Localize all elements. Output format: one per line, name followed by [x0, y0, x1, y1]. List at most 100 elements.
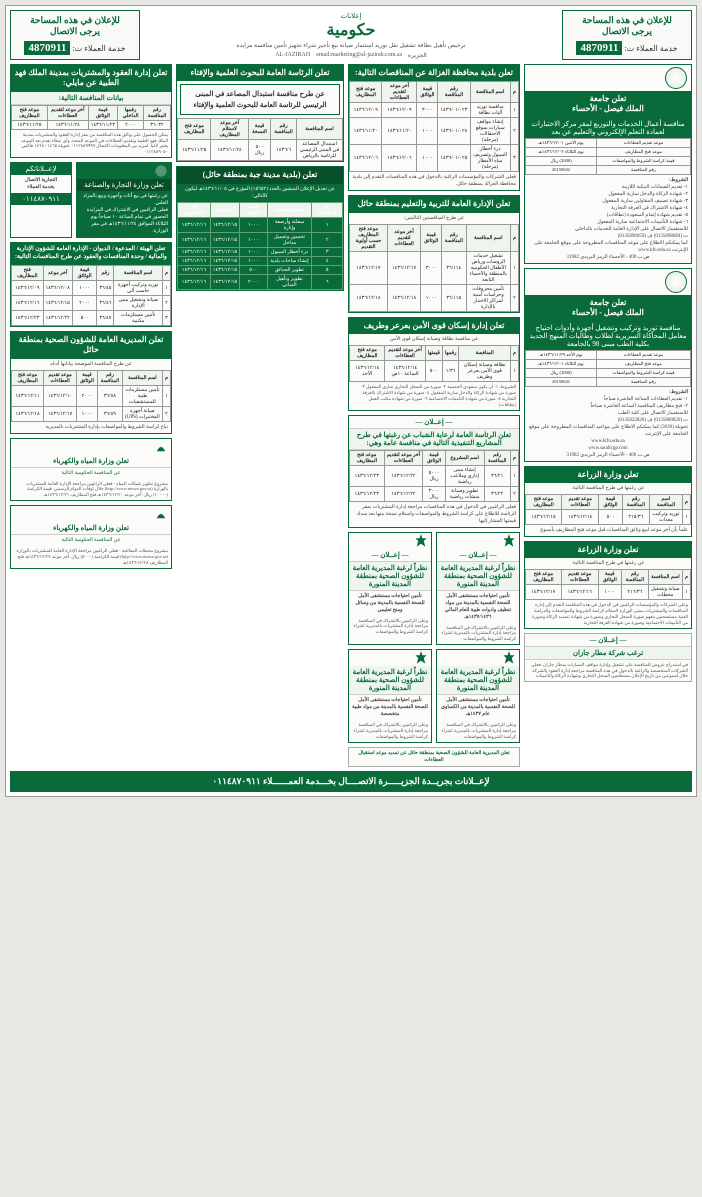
kfu-seal-icon	[665, 67, 687, 89]
aqwah-title: تعلن إدارة العقود والمشتريات بمدينة المل…	[11, 65, 171, 92]
moh-a-title: نظراً لرغبة المديرية العامة للشؤون الصحي…	[437, 562, 519, 591]
agri1-sub: عن رغبتها في طرح المنافسة التالية:	[525, 483, 691, 494]
moci-body: عن رغبتها في بيع أثاث وأجهزة وبيع بالمزا…	[77, 191, 171, 237]
mowe2-title: تعلن وزارة المياه والكهرباء	[11, 522, 171, 535]
matar-pre: — إعــلان —	[525, 634, 691, 647]
mowe-1-block: تعلن وزارة المياه والكهرباء عن المنافسة …	[10, 438, 172, 502]
mowe-emblem-icon-2	[154, 507, 168, 521]
jubbah-block: تعلن (بلدية مدينة جبة بمنطقة حائل) عن تع…	[176, 166, 344, 290]
mowe-emblem-icon	[154, 440, 168, 454]
hail-health-block: تعلن المديرية العامة للشؤون الصحية بمنطق…	[10, 331, 172, 434]
moh-a: — إعــلان — نظراً لرغبة المديرية العامة …	[436, 532, 520, 646]
moci-title: تعلن وزارة التجارة والصناعة	[77, 179, 171, 191]
aqwah-box1: بيانات المنافسة التالية:	[11, 92, 171, 105]
email-link[interactable]: email:marketing@al-jazirah.com.sa	[316, 52, 402, 59]
brand-en: AL-JAZIRAH	[275, 52, 310, 59]
tagline: ترخيص تأهيل نظافة تشغيل نقل توريد استثما…	[144, 42, 558, 49]
moh-pre-2: — إعــلان —	[349, 549, 431, 562]
hail-health-table: ماسم المنافسةرقم المنافسةقيمة الوثائقموع…	[11, 370, 171, 422]
contact-tel[interactable]: ٠١١٤٨٧٠٩١١	[11, 193, 71, 205]
youth-note: فعلى الراغبين في الدخول في هذه المنافسات…	[349, 502, 519, 527]
kfu1-cond-4: ٤- شهادة الاشتراك في الغرفة التجارية	[528, 205, 688, 212]
youth-block: — إعــلان — تعلن الرئاسة العامة لرعاية ا…	[348, 415, 520, 528]
hail-edu-block: تعلن الإدارة العامة للتربية والتعليم بمن…	[348, 195, 520, 312]
kfu1-cond-title: الشروط:	[669, 178, 688, 183]
moh-emblem-icon	[502, 534, 516, 548]
footer-text: لإعــلانات بجريــدة الجزيـــــرة الاتصــ…	[212, 776, 489, 786]
moh-b: — إعــلان — نظراً لرغبة المديرية العامة …	[348, 532, 432, 646]
youth-title: تعلن الرئاسة العامة لرعاية الشباب عن رغب…	[349, 429, 519, 450]
agri1-title: تعلن وزارة الزراعة	[525, 467, 691, 483]
ad-svc-label: خدمة العملاء ت:	[624, 44, 677, 53]
ad-line1-l: للإعلان في هذه المساحة	[17, 15, 133, 26]
kfu1-po: ص.ب 400 - الأحساء الرمز البريدي 31982	[528, 254, 688, 261]
masthead-center: إعلانات حكومية ترخيص تأهيل نظافة تشغيل ن…	[144, 12, 558, 59]
kfu1-cond-5: ٥- تقديم شهادة إتمام السعودة (نطاقات)	[528, 212, 688, 219]
moh-emblem-icon-3	[502, 651, 516, 665]
contact-l1: لإعــلاناتكم	[11, 163, 71, 175]
kfu2-note2: تحويلة (3030) كما يمكنكم الاطلاع على موا…	[528, 424, 688, 438]
kfu1-note: كما يمكنكم الاطلاع على موعد المنافسات ال…	[528, 240, 688, 254]
youth-pre: — إعــلان —	[349, 416, 519, 429]
arar-sub: عن منافسة نظافة وصيانة إسكان قوى الأمن	[349, 334, 519, 345]
kfu2-cond-1: ١- تقديم العطاءات الساعة العاشرة صباحاً	[528, 396, 688, 403]
moh-a-sub: تأمين احتياجات مستشفى الأمل للصحة النفسي…	[437, 591, 519, 623]
kfu1-title: تعلن جامعة	[590, 94, 627, 103]
moh-emblem-icon-2	[414, 534, 428, 548]
kfu2-portal[interactable]: www.saudicgp.com	[528, 445, 688, 452]
ad-slot-right: للإعلان في هذه المساحة يرجى الاتصال خدمة…	[562, 10, 692, 60]
arar-block: تعلن إدارة إسكان قوى الأمن بعرعر وطريف ع…	[348, 317, 520, 411]
hail-health-sub: عن طرح المنافسة الموضحة بياناتها أدناه	[11, 359, 171, 370]
hail-edu-sub: عن طرح المنافستين التاليتين:	[349, 213, 519, 224]
footer-bar: لإعــلانات بجريــدة الجزيـــــرة الاتصــ…	[10, 771, 692, 792]
aqwah-table: رقم المنافسةرقمها الداخليقيمة الوثائقآخر…	[11, 105, 171, 130]
moh-c: نظراً لرغبة المديرية العامة للشؤون الصحي…	[436, 649, 520, 743]
ad-slot-left: للإعلان في هذه المساحة يرجى الاتصال خدمة…	[10, 10, 140, 60]
jubbah-table: رقم المناقصةاسم المناقصةقيمة الوثائقآخر …	[177, 202, 343, 290]
gov-pre: إعلانات	[144, 12, 558, 20]
moci-emblem-icon	[154, 164, 168, 178]
kfu2-po: ص.ب 400 - الأحساء الرمز البريدي 31982	[528, 452, 688, 459]
ad-line2: يرجى الاتصال	[569, 26, 685, 37]
mowe1-sub: عن المنافسة الحكومية التالية	[11, 468, 171, 479]
moh-c-title: نظراً لرغبة المديرية العامة للشؤون الصحي…	[437, 666, 519, 695]
agri-tender-2: تعلن وزارة الزراعة عن رغبتها في طرح المن…	[524, 541, 692, 629]
ghazala-note: فعلى الشركات والمؤسسات الراغبة بالدخول ف…	[349, 172, 519, 190]
ifta-tender: عن طرح منافسة استبدال المصاعد في المبنى …	[180, 84, 340, 115]
ad-phone-l: 4870911	[24, 41, 70, 55]
kfu1-cond-3: ٣- شهادة تصنيف المقاولين سارية المفعول	[528, 198, 688, 205]
kfu2-contact: للاستفسار الاتصال على كلية الطب	[528, 410, 688, 417]
agri2-sub: عن رغبتها في طرح المنافسة التالية:	[525, 558, 691, 569]
kfu2-phones: ت (0135800820) ف (0135822820)	[528, 417, 688, 424]
ad-svc-label-l: خدمة العملاء ت:	[72, 44, 125, 53]
kfu1-cond-6: ٦- شهادة التأمينات الاجتماعية سارية المف…	[528, 219, 688, 226]
kfu1-contact: للاستفسار الاتصال على الإدارة العامة للخ…	[528, 226, 688, 233]
hail-health-note: تباع كراسة الشروط والمواصفات بإدارة المش…	[11, 422, 171, 433]
diwan-table: ماسم المنافسةرقمقيمة الوثائقآخر موعدفتح …	[11, 265, 171, 326]
kfu2-tender: منافسة توريد وتركيب وتشغيل أجهزة وأدوات …	[525, 322, 691, 350]
matar-jazan: — إعــلان — ترغب شركة مطار جازان في استد…	[524, 633, 692, 683]
hail-edu-table: ماسم المنافسةرقم المنافسةقيمة الوثائقآخر…	[349, 224, 519, 312]
kfu1-cond-2: ٢- شهادة الزكاة والدخل سارية المفعول	[528, 191, 688, 198]
agri2-note: وعلى الشركات والمؤسسات الراغبين في الدخو…	[525, 600, 691, 627]
contact-l2: التجارية الاتصال	[25, 178, 57, 183]
moh-d-note: وعلى الراغبين بالاشتراك في المنافسة مراج…	[349, 720, 431, 742]
matar-sub: ترغب شركة مطار جازان	[525, 647, 691, 660]
kfu1-cond-1: ١- تقديم الضمانات البنكية اللازمة	[528, 184, 688, 191]
agri1-note: علماً بأن آخر موعد لبيع وثائق المنافسات …	[525, 525, 691, 536]
kfu2-sub: الملك فيصل - الأحساء	[572, 308, 644, 317]
arar-table: مالمنافسةرقمهاقيمتهاآخر موعد لتقديم العط…	[349, 345, 519, 382]
moh-b-title: نظراً لرغبة المديرية العامة للشؤون الصحي…	[349, 562, 431, 591]
jubbah-title: تعلن (بلدية مدينة جبة بمنطقة حائل)	[177, 167, 343, 183]
gov-title: حكومية	[144, 20, 558, 40]
kfu2-title: تعلن جامعة	[590, 298, 627, 307]
ghazala-table: ماسم المناقصةرقم المناقصةقيمة الوثائقآخر…	[349, 81, 519, 172]
moh-b-sub: تأمين احتياجات مستشفى الأمل للصحة النفسي…	[349, 591, 431, 616]
kfu2-site[interactable]: www.Kfu.edu.sa	[528, 438, 688, 445]
agri-tender-1: تعلن وزارة الزراعة عن رغبتها في طرح المن…	[524, 466, 692, 537]
mowe1-title: تعلن وزارة المياه والكهرباء	[11, 455, 171, 468]
moh-strip-text: تعلن المديرية العامة للشؤون الصحية بمنطق…	[349, 748, 519, 766]
masthead: للإعلان في هذه المساحة يرجى الاتصال خدمة…	[10, 10, 692, 60]
mowe-2-block: تعلن وزارة المياه والكهرباء عن المنافسة …	[10, 505, 172, 569]
hail-health-title: تعلن المديرية العامة للشؤون الصحية بمنطق…	[11, 332, 171, 359]
